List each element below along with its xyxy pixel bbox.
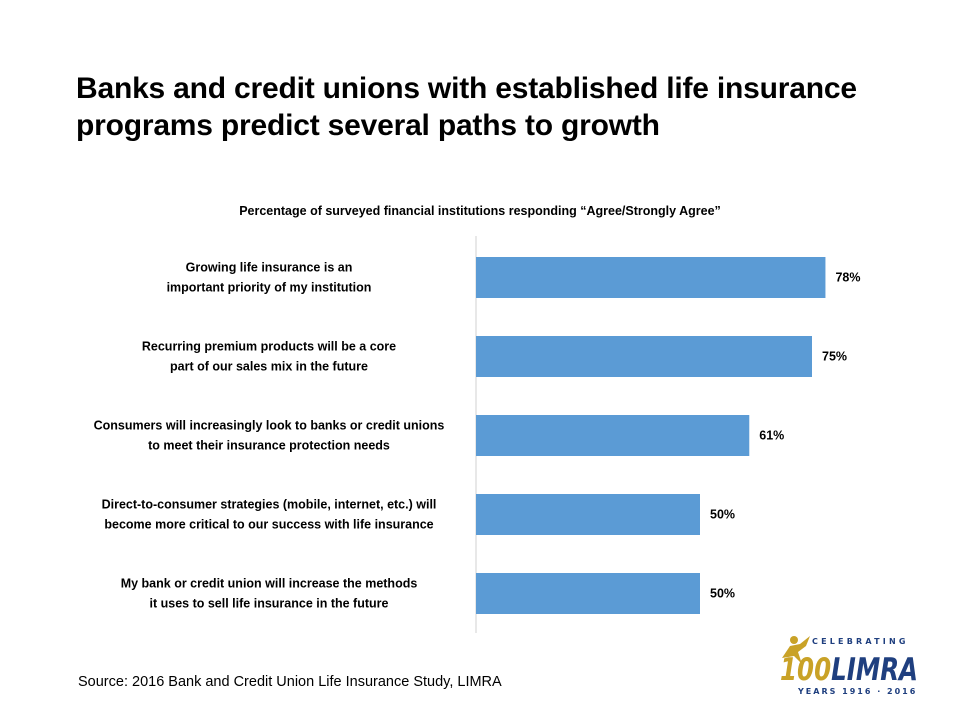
logo-bottom-text: YEARS 1916 · 2016	[797, 687, 917, 696]
bar-2	[476, 336, 812, 377]
data-label-1: 78%	[835, 271, 860, 285]
data-label-5: 50%	[710, 587, 735, 601]
bar-3	[476, 415, 750, 456]
category-label-2: Recurring premium products will be a cor…	[142, 340, 396, 374]
data-label-4: 50%	[710, 508, 735, 522]
logo-main-text: 100LIMRA	[780, 652, 918, 688]
data-label-3: 61%	[759, 429, 784, 443]
limra-centennial-logo-icon: CELEBRATING 100LIMRAYEARS 1916 · 2016	[780, 636, 918, 696]
logo-top-text: CELEBRATING	[812, 637, 909, 646]
source-note: Source: 2016 Bank and Credit Union Life …	[78, 674, 502, 690]
category-label-3: Consumers will increasingly look to bank…	[94, 419, 445, 453]
limra-logo: CELEBRATING 100LIMRAYEARS 1916 · 2016	[776, 630, 922, 700]
bar-1	[476, 257, 826, 298]
bar-5	[476, 573, 700, 614]
category-label-5: My bank or credit union will increase th…	[121, 577, 418, 611]
category-label-4: Direct-to-consumer strategies (mobile, i…	[102, 498, 437, 532]
slide-title: Banks and credit unions with established…	[76, 72, 857, 142]
leaping-figure-icon	[782, 636, 810, 664]
data-label-2: 75%	[822, 350, 847, 364]
chart-subtitle: Percentage of surveyed financial institu…	[239, 204, 721, 218]
category-label-1: Growing life insurance is an important pr…	[167, 261, 372, 295]
bar-4	[476, 494, 700, 535]
